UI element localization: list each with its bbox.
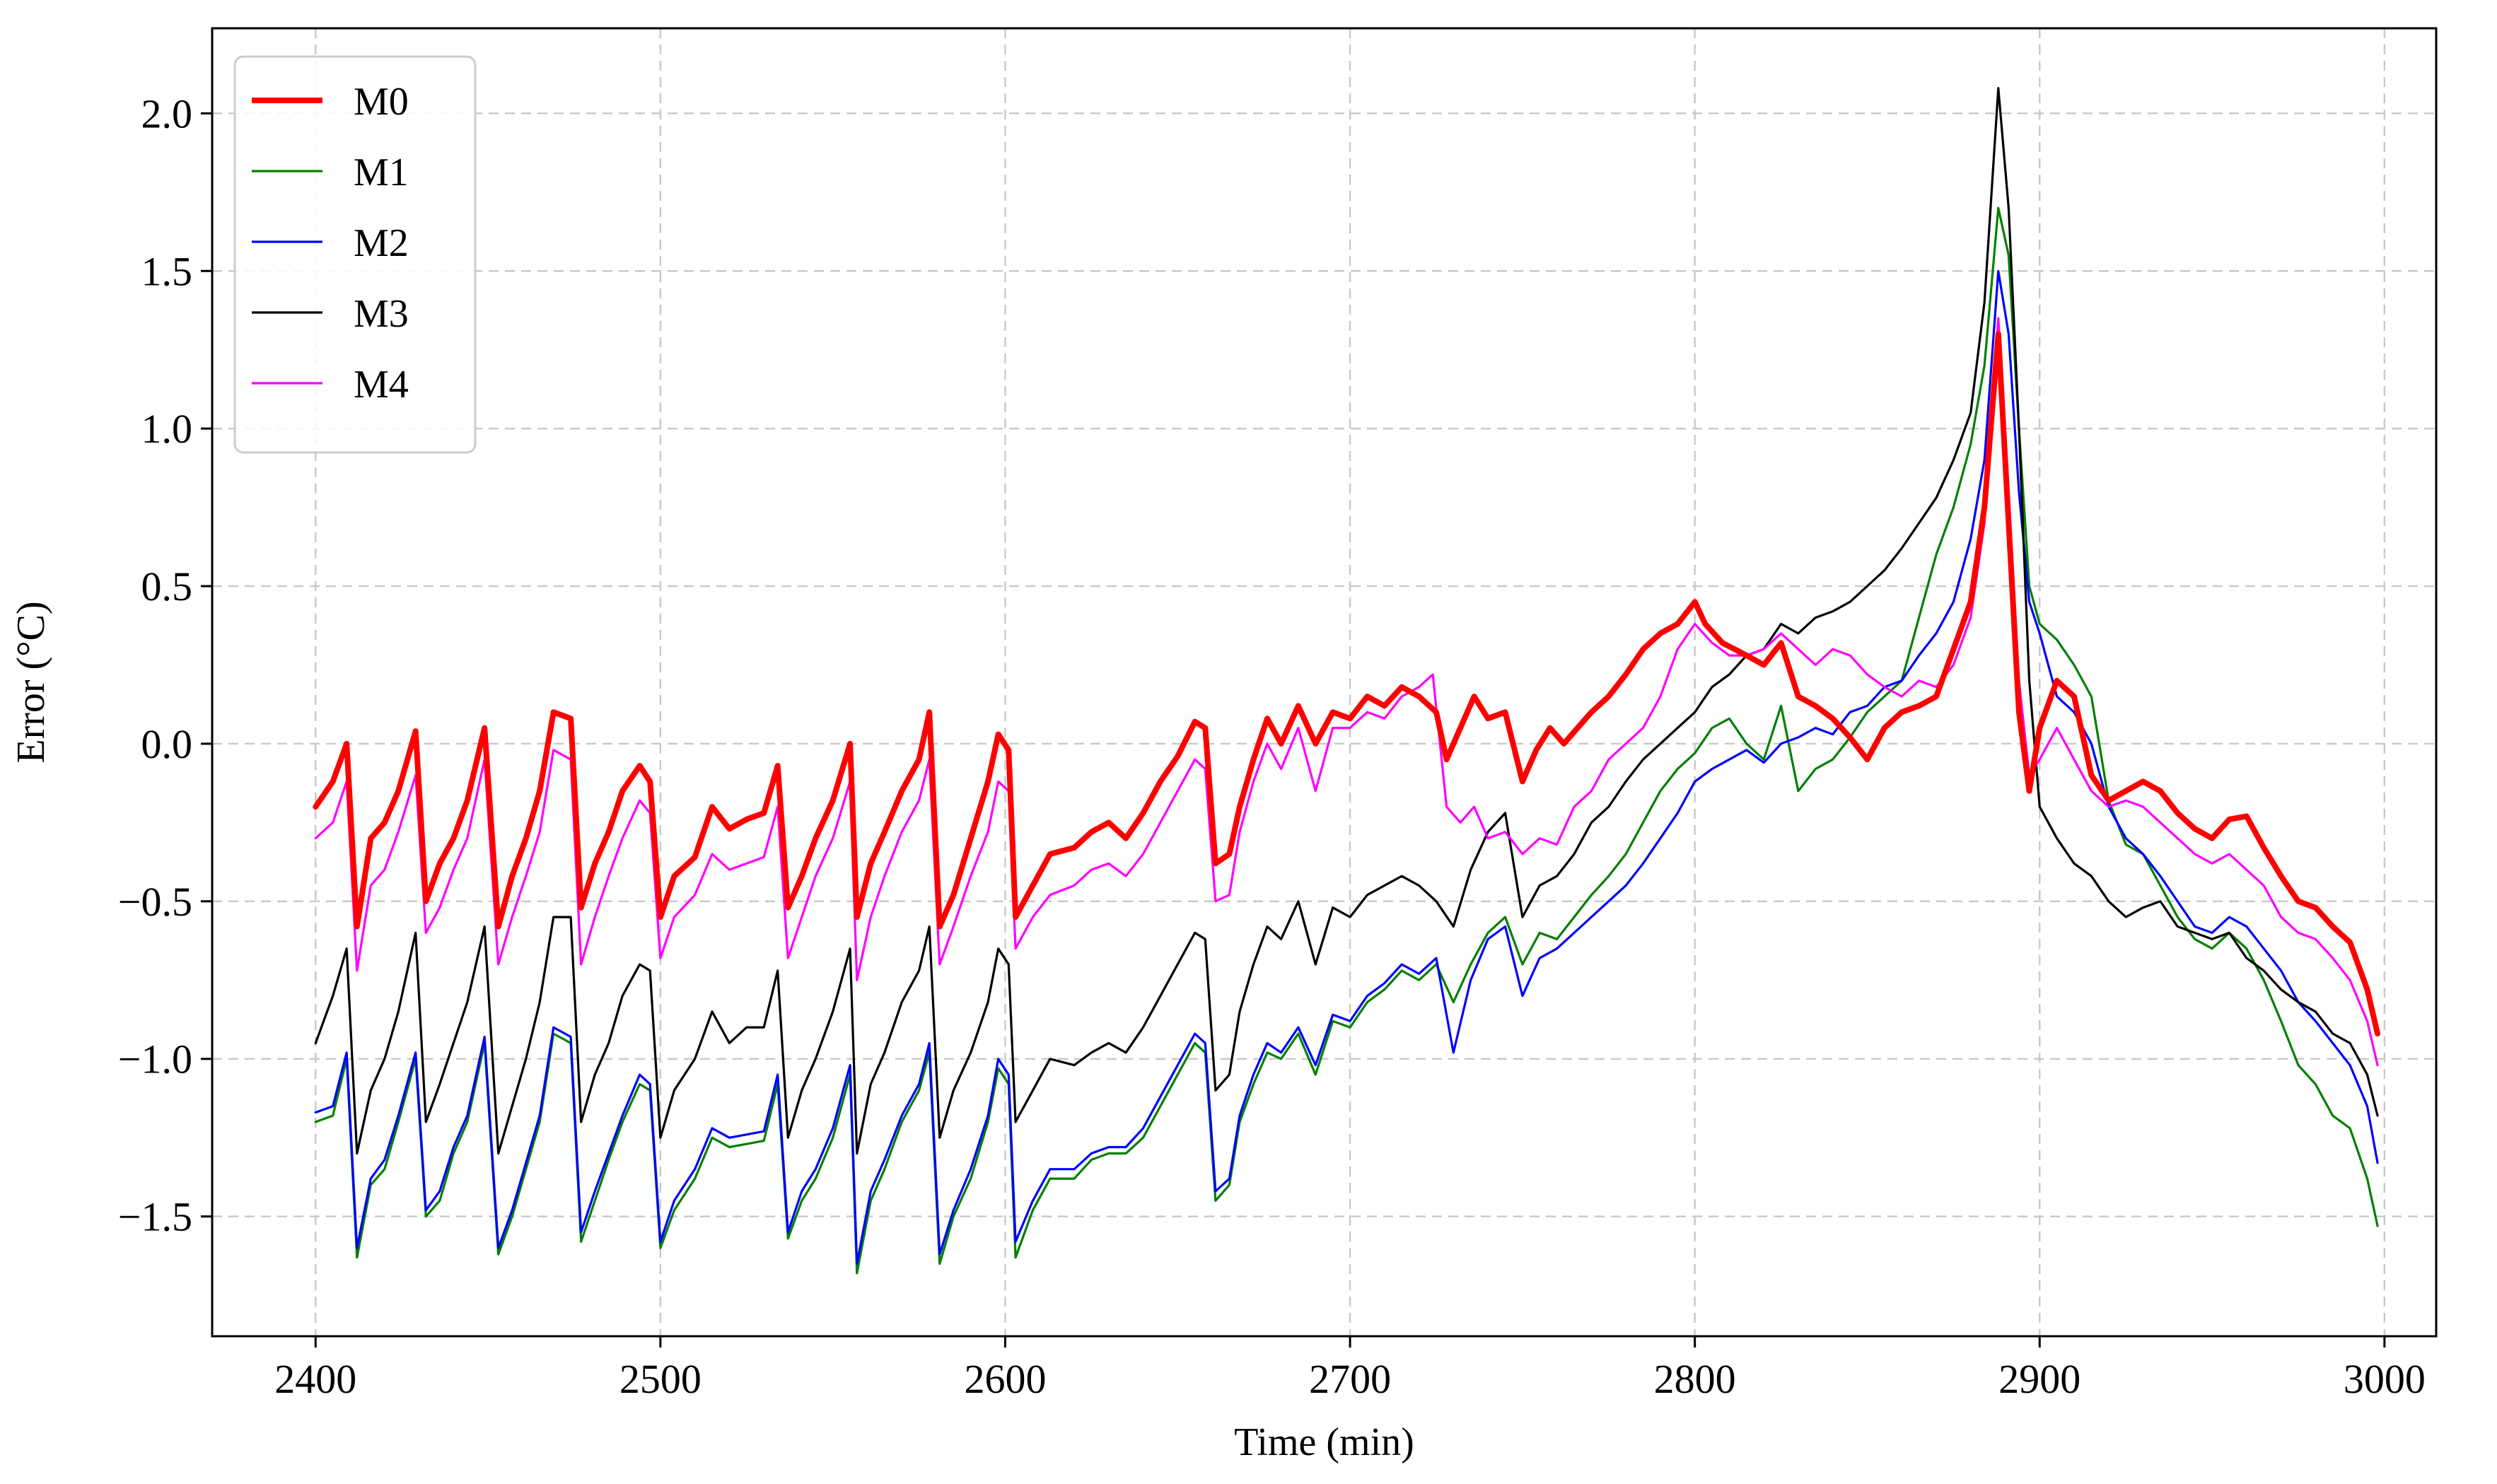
legend-label-m1: M1 [354,151,409,194]
axis-ticks [201,112,2386,1348]
legend-box [233,55,477,454]
legend-label-m3: M3 [354,292,409,336]
x-tick-label: 2800 [1654,1356,1736,1402]
series-line-m2 [314,269,2379,1266]
x-tick-label: 2400 [274,1356,356,1402]
y-tick-label: 1.0 [141,406,193,452]
series-lines [313,87,2381,1275]
y-tick-label: −1.0 [118,1036,192,1082]
x-tick-label: 2600 [964,1356,1046,1402]
series-line-m3 [314,87,2379,1155]
legend: M0 M1 M2 M3 M4 [233,55,477,454]
y-axis-title: Error (°C) [9,601,53,763]
grid-lines [212,28,2436,1336]
y-tick-label: 1.5 [141,248,193,294]
y-tick-labels: −1.5 −1.0 −0.5 0.0 0.5 1.0 1.5 2.0 [118,90,192,1239]
y-tick-label: 0.5 [141,563,193,609]
y-tick-label: 2.0 [141,90,193,136]
x-tick-label: 3000 [2344,1356,2426,1402]
y-tick-label: 0.0 [141,721,193,767]
x-tick-labels: 2400 2500 2600 2700 2800 2900 3000 [274,1356,2426,1402]
series-line-m0 [313,331,2381,1036]
x-tick-label: 2500 [619,1356,702,1402]
x-tick-label: 2700 [1309,1356,1391,1402]
legend-label-m2: M2 [354,221,409,265]
x-tick-label: 2900 [1998,1356,2080,1402]
y-tick-label: −1.5 [118,1194,192,1240]
y-tick-label: −0.5 [118,879,192,925]
plot-frame [211,27,2438,1338]
legend-label-m0: M0 [354,80,409,124]
x-axis-title: Time (min) [1234,1420,1414,1464]
legend-label-m4: M4 [354,363,409,407]
